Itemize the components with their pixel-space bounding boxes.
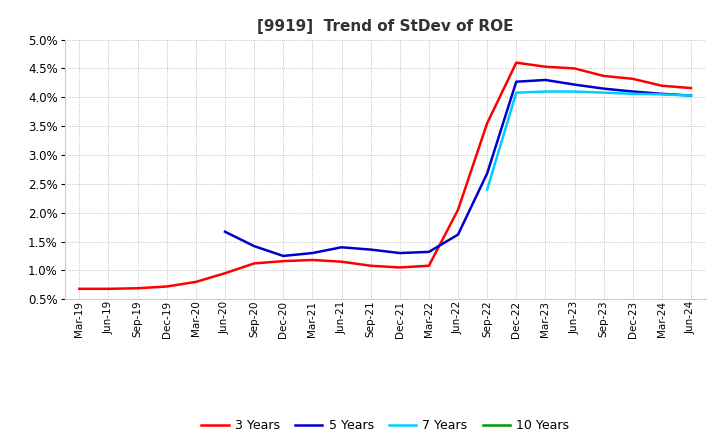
3 Years [75, 286, 84, 291]
5 Years [337, 245, 346, 250]
5 Years [512, 79, 521, 84]
3 Years [337, 259, 346, 264]
3 Years [657, 83, 666, 88]
7 Years [541, 89, 550, 94]
5 Years [454, 232, 462, 237]
5 Years [570, 82, 579, 87]
Title: [9919]  Trend of StDev of ROE: [9919] Trend of StDev of ROE [257, 19, 513, 34]
Legend: 3 Years, 5 Years, 7 Years, 10 Years: 3 Years, 5 Years, 7 Years, 10 Years [196, 414, 575, 437]
7 Years [687, 93, 696, 98]
5 Years [279, 253, 287, 259]
5 Years [599, 86, 608, 91]
5 Years [425, 249, 433, 254]
5 Years [687, 93, 696, 98]
5 Years [657, 91, 666, 96]
3 Years [483, 121, 492, 126]
3 Years [279, 258, 287, 264]
3 Years [104, 286, 113, 291]
3 Years [163, 284, 171, 289]
7 Years [570, 89, 579, 94]
3 Years [220, 271, 229, 276]
Line: 5 Years: 5 Years [225, 80, 691, 256]
5 Years [395, 250, 404, 256]
Line: 7 Years: 7 Years [487, 92, 691, 190]
7 Years [629, 91, 637, 96]
3 Years [541, 64, 550, 70]
3 Years [512, 60, 521, 65]
3 Years [133, 286, 142, 291]
7 Years [599, 90, 608, 95]
3 Years [192, 279, 200, 285]
7 Years [483, 187, 492, 192]
7 Years [657, 92, 666, 97]
3 Years [250, 261, 258, 266]
3 Years [570, 66, 579, 71]
3 Years [599, 73, 608, 79]
3 Years [454, 207, 462, 213]
5 Years [366, 247, 375, 252]
7 Years [512, 90, 521, 95]
3 Years [629, 76, 637, 81]
Line: 3 Years: 3 Years [79, 62, 691, 289]
5 Years [250, 243, 258, 249]
5 Years [220, 229, 229, 235]
3 Years [366, 263, 375, 268]
5 Years [629, 89, 637, 94]
5 Years [541, 77, 550, 83]
5 Years [308, 250, 317, 256]
5 Years [483, 171, 492, 176]
3 Years [395, 265, 404, 270]
3 Years [687, 85, 696, 91]
3 Years [308, 257, 317, 263]
3 Years [425, 263, 433, 268]
